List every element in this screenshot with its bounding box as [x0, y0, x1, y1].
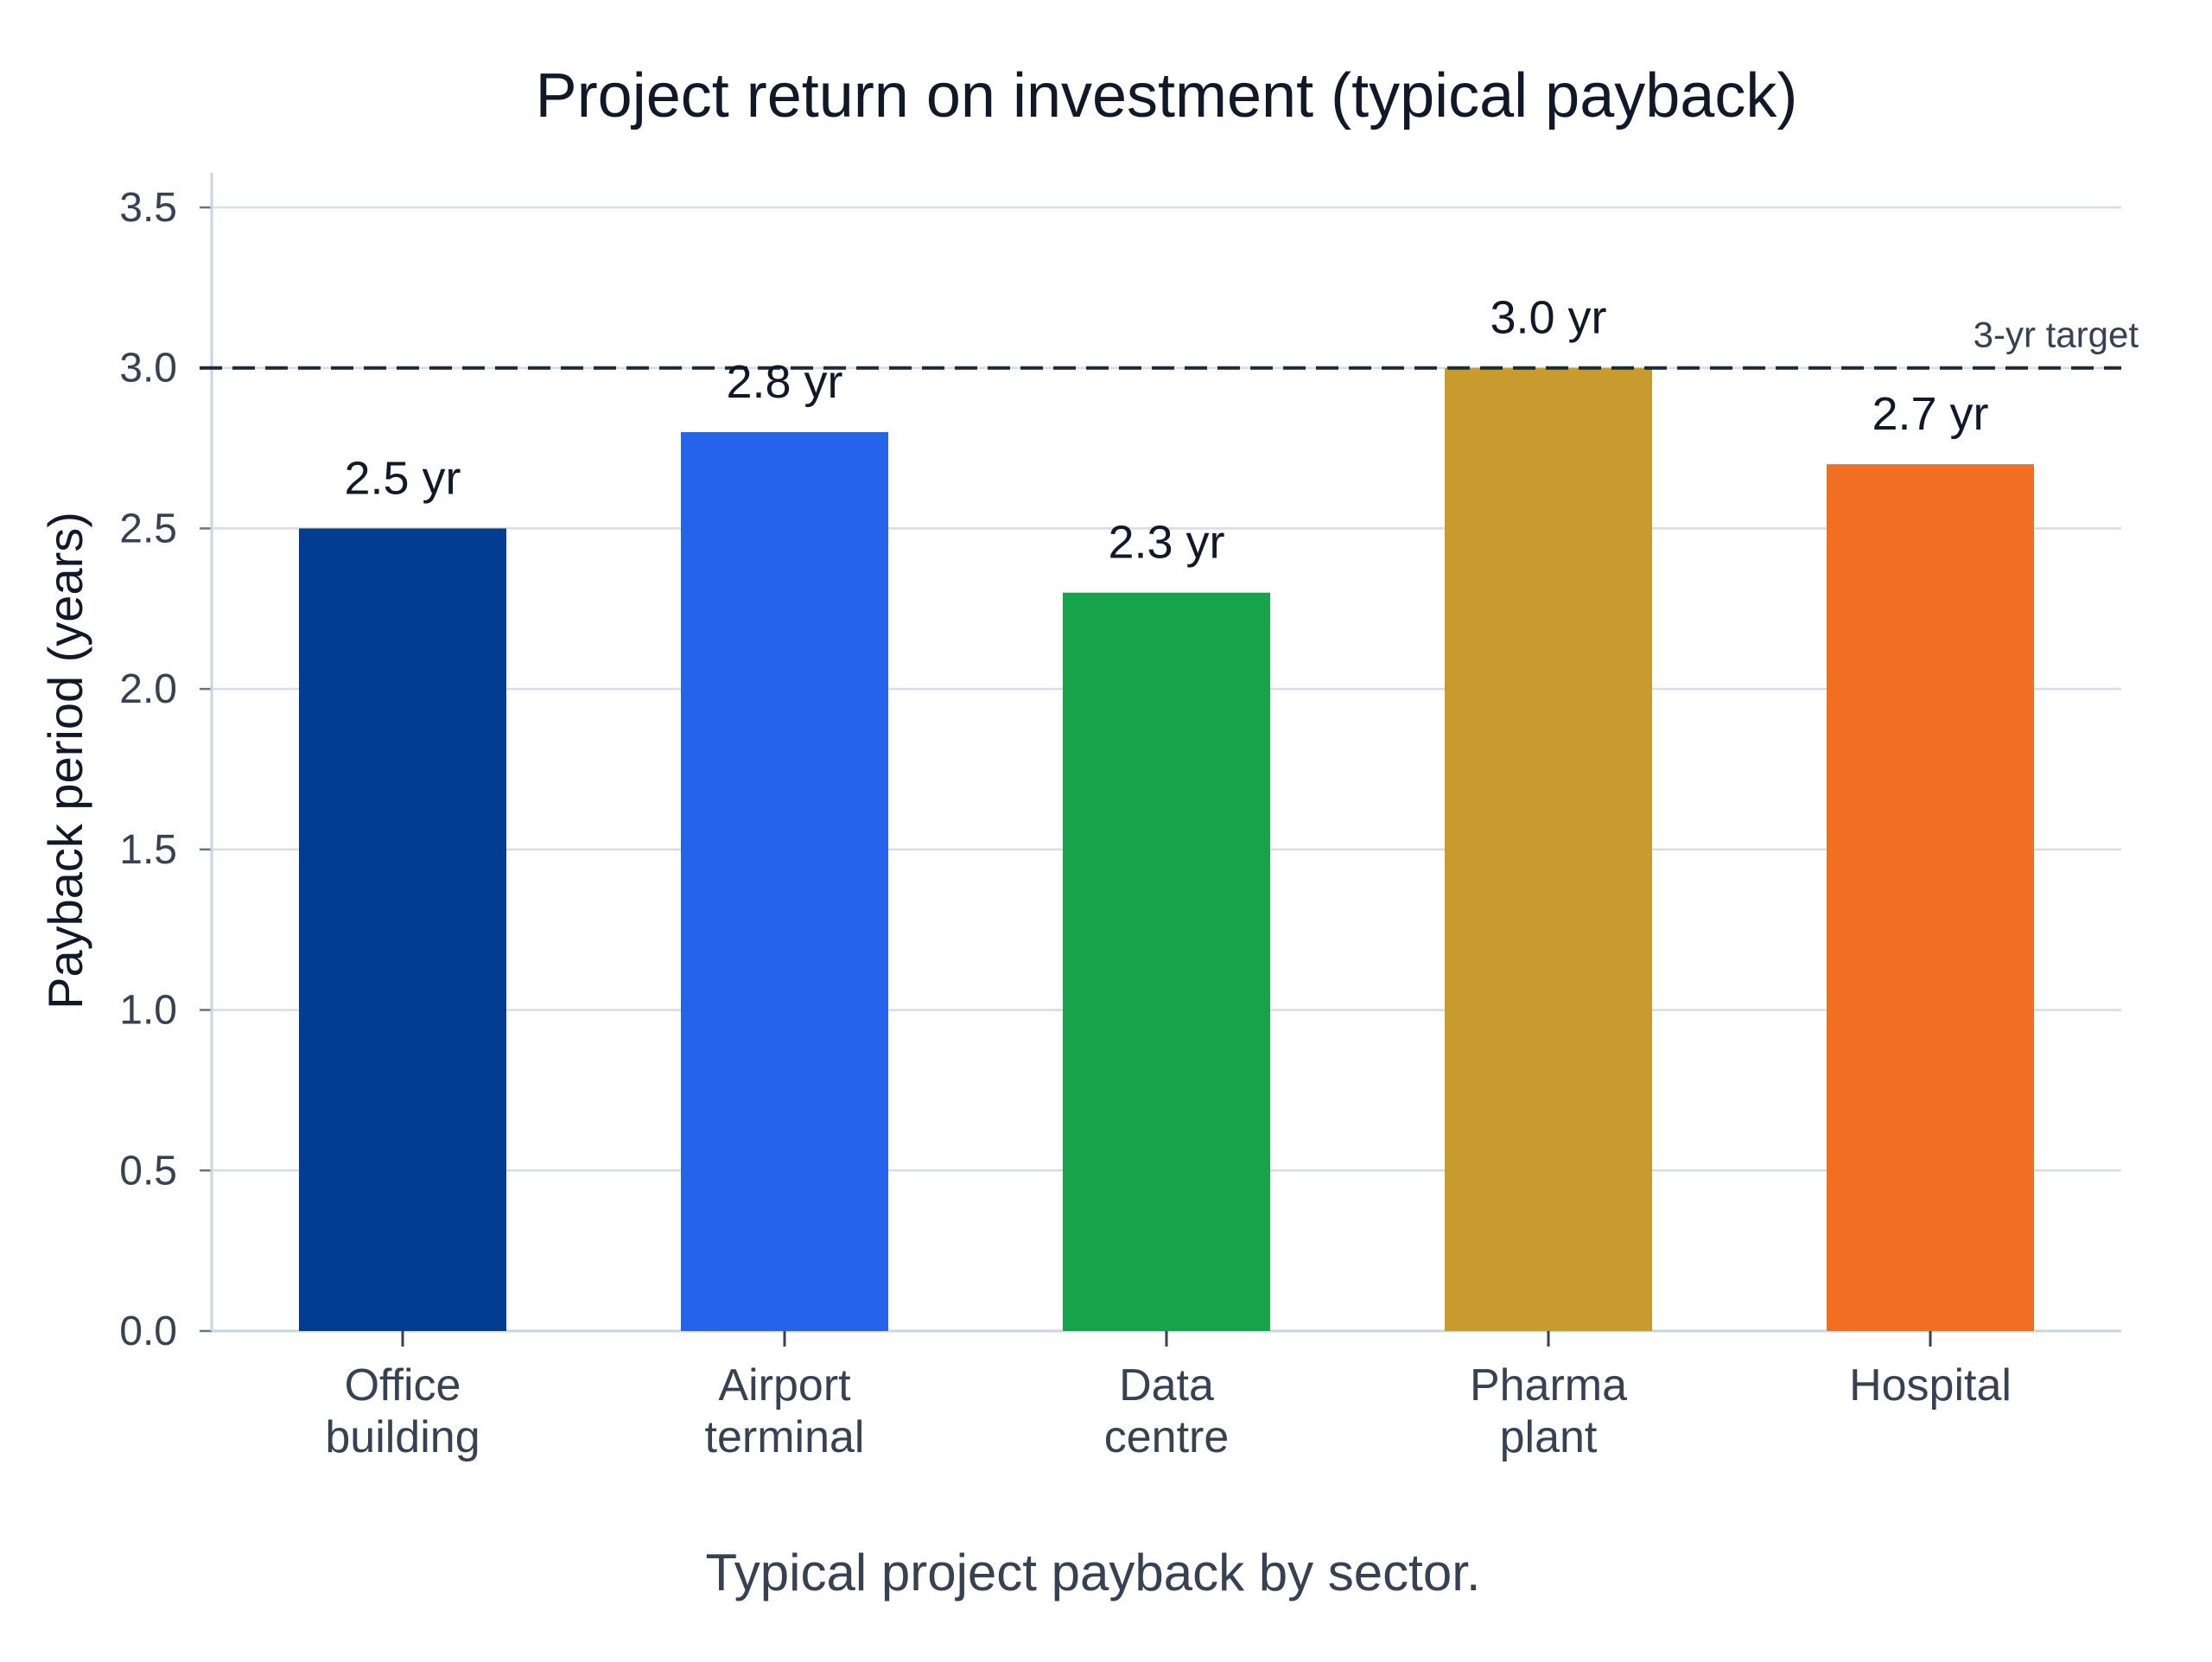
x-tick-label-line: Office [345, 1360, 461, 1410]
y-tick-label: 1.0 [119, 988, 177, 1034]
bar-data-label: 3.0 yr [1490, 292, 1606, 344]
bar-data-label: 2.7 yr [1872, 388, 1988, 440]
bar [299, 528, 506, 1331]
axes: 0.0 0.5 1.0 1.5 2.0 2.5 3.0 3.5 [119, 173, 2121, 1354]
y-tick-label: 2.5 [119, 506, 177, 551]
bar [1445, 367, 1652, 1331]
bar-data-label: 2.5 yr [344, 452, 461, 504]
x-tick-labels: Office building Airport terminal Data centre P… [325, 1360, 2012, 1462]
y-tick-label: 3.5 [119, 185, 177, 231]
x-tick-label-line: Data [1119, 1360, 1214, 1410]
y-tick-label: 1.5 [119, 827, 177, 873]
x-tick-label-line: Pharma [1470, 1360, 1627, 1410]
x-tick-label-line: building [325, 1412, 480, 1462]
x-tick-label-line: Hospital [1849, 1360, 2012, 1410]
x-tick-label-line: plant [1500, 1412, 1598, 1462]
bar-data-label: 2.8 yr [726, 356, 842, 408]
x-tick-label-line: terminal [705, 1412, 865, 1462]
x-tick-label: Pharma plant [1470, 1360, 1627, 1462]
bar [1063, 592, 1270, 1331]
y-tick-label: 3.0 [119, 346, 177, 392]
x-tick-label: Airport terminal [705, 1360, 865, 1462]
x-tick-label-line: centre [1104, 1412, 1230, 1462]
y-axis-label: Payback period (years) [38, 512, 92, 1009]
target-reference-label: 3-yr target [1974, 315, 2139, 355]
chart-caption: Typical project payback by sector. [705, 1544, 1480, 1602]
bars [299, 367, 2034, 1331]
bar [681, 432, 888, 1331]
y-tick-label: 2.0 [119, 666, 177, 712]
x-tick-label: Hospital [1849, 1360, 2012, 1410]
x-tick-label: Data centre [1104, 1360, 1230, 1462]
y-tick-label: 0.5 [119, 1148, 177, 1194]
x-tick-label: Office building [325, 1360, 480, 1462]
chart-title: Project return on investment (typical pa… [536, 61, 1798, 131]
bar-data-label: 2.3 yr [1108, 517, 1224, 569]
y-tick-label: 0.0 [119, 1309, 177, 1354]
reference-line-group: 3-yr target [200, 315, 2139, 370]
bar [1827, 464, 2034, 1331]
x-tick-label-line: Airport [718, 1360, 851, 1410]
data-labels: 2.5 yr 2.8 yr 2.3 yr 3.0 yr 2.7 yr [344, 292, 1988, 569]
